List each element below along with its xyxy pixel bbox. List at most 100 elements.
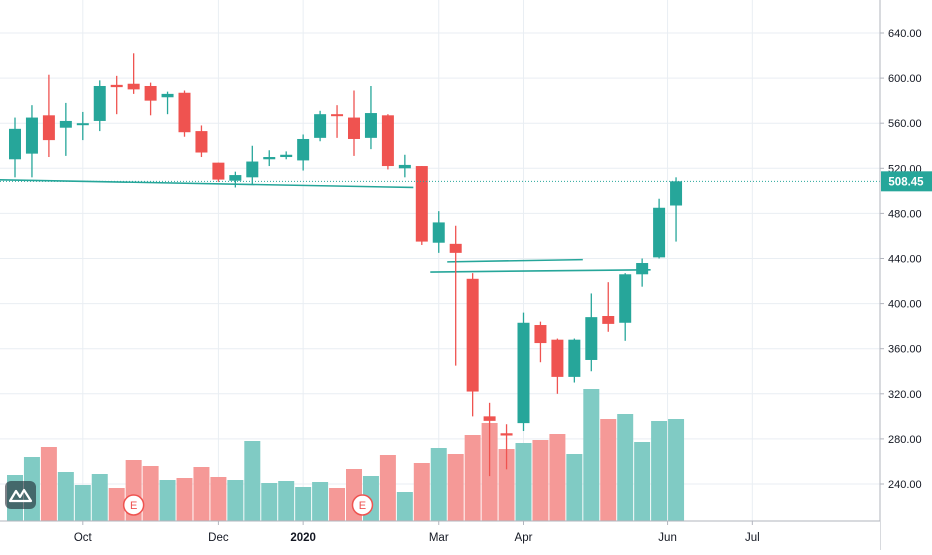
- volume-bar: [142, 466, 159, 521]
- candle-body: [161, 93, 174, 98]
- candle-body: [432, 222, 445, 243]
- earnings-event-label: E: [359, 500, 366, 512]
- volume-bar: [634, 442, 651, 521]
- time-tick-label: Dec: [208, 532, 229, 544]
- price-tick-label: 280.00: [888, 434, 922, 446]
- earnings-event-circle: [351, 494, 374, 516]
- volume-bar: [295, 487, 312, 521]
- candle-body: [636, 263, 649, 275]
- candle-body: [534, 325, 547, 344]
- candle-bodies: [9, 83, 683, 436]
- time-tick-label: Jun: [658, 532, 677, 544]
- time-tick-label: Mar: [429, 532, 449, 544]
- price-tick-label: 320.00: [888, 389, 922, 401]
- candle-body: [59, 120, 72, 128]
- candle-body: [9, 128, 21, 160]
- candle-body: [398, 164, 411, 169]
- volume-bar: [515, 443, 532, 521]
- candle-body: [246, 161, 259, 178]
- candle-body: [483, 416, 496, 421]
- volume-bar: [193, 467, 210, 521]
- candle-body: [415, 166, 428, 242]
- volume-bar: [600, 419, 617, 521]
- volume-bar: [447, 454, 464, 521]
- time-tick-label: 2020: [290, 532, 316, 544]
- candle-body: [551, 339, 564, 377]
- volume-bar: [668, 419, 685, 521]
- time-tick-label: Jul: [745, 532, 760, 544]
- price-axis-background: [880, 0, 932, 550]
- volume-bar: [40, 447, 57, 521]
- candle-body: [144, 85, 157, 101]
- price-tick-label: 560.00: [888, 118, 922, 130]
- grid: [0, 0, 880, 521]
- trendline: [430, 268, 651, 273]
- trendline: [0, 178, 414, 189]
- earnings-event-marker[interactable]: E: [122, 494, 145, 516]
- volume-bar: [57, 472, 74, 521]
- last-price-label: 508.45: [881, 171, 932, 192]
- volume-bar: [583, 389, 600, 521]
- earnings-event-circle: [122, 494, 145, 516]
- volume-bar: [549, 434, 566, 521]
- volume-bar: [430, 448, 447, 521]
- tradingview-logo-button[interactable]: [5, 481, 36, 509]
- volume-bar: [176, 478, 193, 521]
- candle-body: [263, 157, 276, 160]
- volume-bars: [7, 389, 685, 521]
- last-price-label-background: [881, 171, 932, 192]
- candle-body: [314, 114, 327, 138]
- volume-bar: [108, 488, 125, 521]
- price-tick-label: 640.00: [888, 28, 922, 40]
- time-tick-label: Apr: [515, 532, 533, 544]
- candle-body: [178, 92, 191, 133]
- volume-bar: [617, 414, 634, 521]
- volume-bar: [74, 485, 91, 521]
- volume-bar: [312, 482, 329, 521]
- time-axis: Oct Dec 2020 Mar Apr Jun Jul: [74, 521, 760, 544]
- volume-bar: [532, 440, 549, 521]
- candle-body: [619, 274, 632, 323]
- candle-body: [76, 123, 89, 126]
- price-tick-label: 240.00: [888, 479, 922, 491]
- candle-body: [653, 207, 666, 258]
- candle-body: [500, 433, 513, 436]
- candle-wicks: [14, 53, 677, 477]
- volume-bar: [379, 455, 396, 521]
- candle-body: [280, 154, 293, 158]
- candle-body: [670, 181, 683, 206]
- volume-bar: [244, 441, 261, 521]
- candle-body: [568, 339, 581, 377]
- last-price-value: 508.45: [888, 176, 924, 188]
- volume-bar: [278, 481, 295, 521]
- candle-body: [195, 131, 208, 153]
- volume-bar: [464, 435, 481, 521]
- volume-bar: [413, 463, 430, 521]
- trendline: [447, 258, 583, 263]
- candle-body: [297, 138, 310, 161]
- candle-body: [127, 83, 140, 90]
- candle-body: [602, 316, 615, 324]
- candle-body: [364, 113, 377, 138]
- candle-body: [42, 115, 55, 141]
- candle-body: [110, 84, 123, 88]
- candle-body: [381, 115, 394, 167]
- candle-body: [331, 114, 344, 117]
- candle-body: [212, 162, 225, 180]
- volume-bar: [396, 492, 413, 521]
- volume-bar: [498, 449, 515, 521]
- time-tick-label: Oct: [74, 532, 93, 544]
- time-axis-background: [0, 521, 880, 550]
- candle-body: [517, 322, 530, 424]
- earnings-event-marker[interactable]: E: [351, 494, 374, 516]
- volume-bar: [651, 421, 668, 521]
- volume-bar: [91, 474, 108, 521]
- volume-bar: [210, 477, 227, 521]
- candle-body: [466, 278, 479, 392]
- earnings-event-label: E: [130, 500, 137, 512]
- candle-body: [348, 117, 360, 139]
- volume-bar: [159, 480, 176, 521]
